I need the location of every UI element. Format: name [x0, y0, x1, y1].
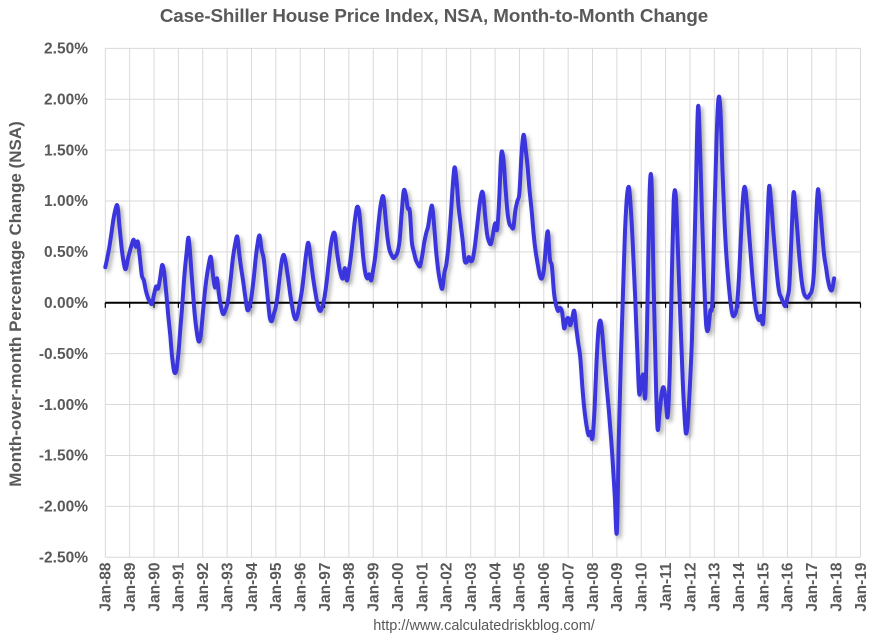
svg-text:-1.00%: -1.00%	[39, 397, 88, 414]
svg-text:Case-Shiller House Price Index: Case-Shiller House Price Index, NSA, Mon…	[160, 5, 708, 26]
svg-text:Jan-10: Jan-10	[634, 563, 651, 612]
svg-text:Jan-90: Jan-90	[146, 563, 163, 612]
svg-text:Jan-02: Jan-02	[439, 563, 456, 612]
svg-text:1.00%: 1.00%	[44, 193, 88, 210]
svg-text:-2.00%: -2.00%	[39, 499, 88, 516]
svg-text:-1.50%: -1.50%	[39, 448, 88, 465]
svg-text:Jan-92: Jan-92	[195, 563, 212, 612]
svg-text:Jan-08: Jan-08	[585, 562, 602, 611]
svg-text:Jan-98: Jan-98	[341, 562, 358, 611]
svg-text:0.00%: 0.00%	[44, 295, 88, 312]
svg-text:Jan-05: Jan-05	[512, 562, 529, 611]
svg-text:http://www.calculatedriskblog.: http://www.calculatedriskblog.com/	[373, 618, 596, 634]
svg-text:Jan-18: Jan-18	[828, 562, 845, 611]
svg-text:Month-over-month Percentage Ch: Month-over-month Percentage Change (NSA)	[6, 121, 25, 487]
svg-text:Jan-94: Jan-94	[244, 562, 261, 611]
svg-text:1.50%: 1.50%	[44, 142, 88, 159]
svg-text:Jan-17: Jan-17	[804, 563, 821, 612]
svg-text:Jan-89: Jan-89	[122, 562, 139, 611]
svg-text:Jan-99: Jan-99	[366, 562, 383, 611]
svg-text:Jan-03: Jan-03	[463, 562, 480, 611]
svg-text:2.00%: 2.00%	[44, 92, 88, 109]
svg-text:Jan-19: Jan-19	[853, 562, 870, 611]
svg-text:-2.50%: -2.50%	[39, 549, 88, 566]
svg-text:Jan-97: Jan-97	[317, 563, 334, 612]
svg-text:Jan-07: Jan-07	[560, 563, 577, 612]
svg-text:Jan-16: Jan-16	[780, 562, 797, 611]
svg-text:0.50%: 0.50%	[44, 244, 88, 261]
svg-text:2.50%: 2.50%	[44, 41, 88, 58]
svg-text:Jan-14: Jan-14	[731, 562, 748, 611]
svg-text:Jan-06: Jan-06	[536, 562, 553, 611]
svg-text:Jan-95: Jan-95	[268, 562, 285, 611]
svg-text:Jan-91: Jan-91	[171, 562, 188, 611]
svg-text:Jan-93: Jan-93	[219, 562, 236, 611]
svg-text:Jan-12: Jan-12	[682, 563, 699, 612]
svg-text:Jan-00: Jan-00	[390, 563, 407, 612]
svg-text:Jan-96: Jan-96	[292, 562, 309, 611]
svg-text:Jan-09: Jan-09	[609, 562, 626, 611]
svg-text:Jan-13: Jan-13	[707, 562, 724, 611]
svg-text:Jan-88: Jan-88	[98, 562, 115, 611]
svg-text:-0.50%: -0.50%	[39, 346, 88, 363]
svg-text:Jan-15: Jan-15	[755, 562, 772, 611]
svg-text:Jan-04: Jan-04	[487, 562, 504, 611]
svg-text:Jan-01: Jan-01	[414, 562, 431, 611]
svg-text:Jan-11: Jan-11	[658, 562, 675, 611]
